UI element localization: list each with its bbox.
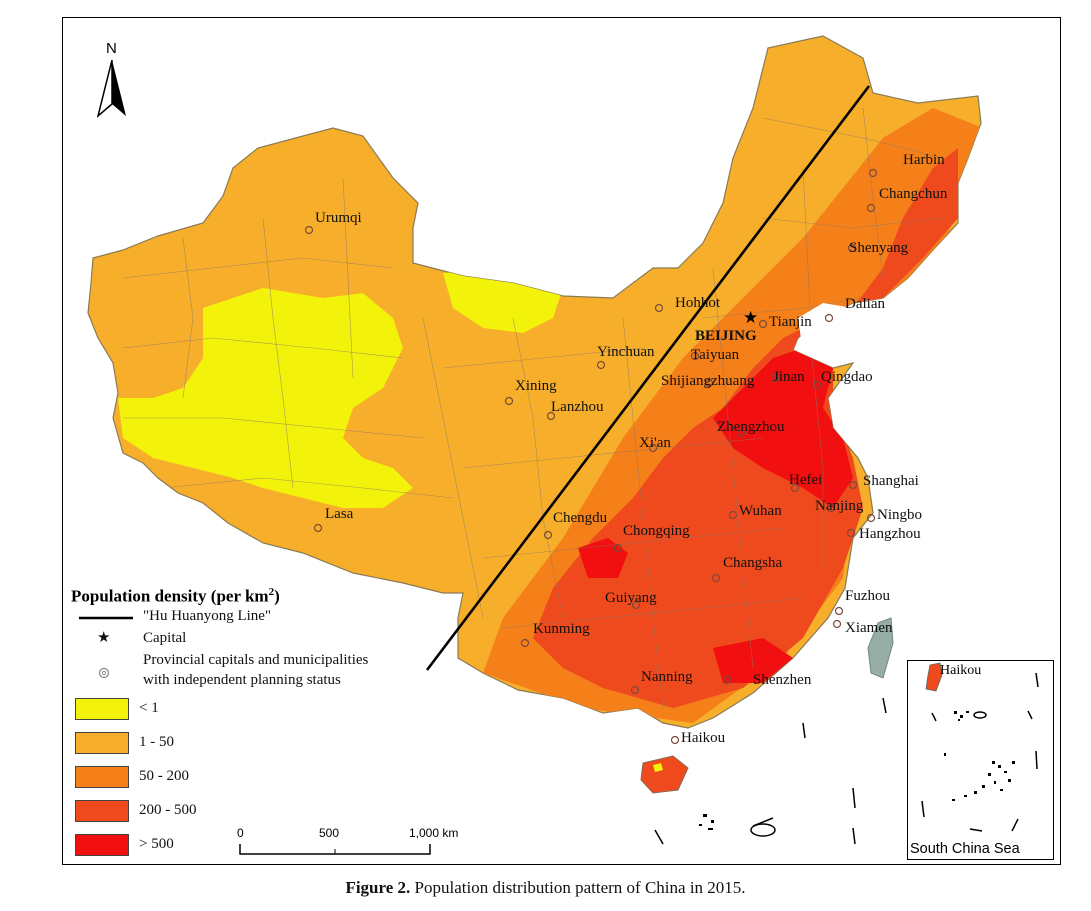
city-label-beijing: BEIJING: [695, 328, 757, 344]
scale-bar: 0 500 1,000 km: [233, 826, 473, 856]
north-letter: N: [106, 40, 117, 57]
city-label-shijiangzhuang: Shijiangzhuang: [661, 373, 755, 389]
legend-label-gt500: > 500: [139, 836, 174, 852]
city-label-lasa: Lasa: [325, 506, 354, 522]
star-icon: ★: [97, 628, 111, 646]
city-label-qingdao: Qingdao: [821, 369, 873, 385]
inset-city-haikou: Haikou: [940, 663, 982, 678]
ring-marker-icon: [98, 667, 110, 679]
figure-caption: Figure 2. Population distribution patter…: [345, 878, 746, 897]
city-label-lanzhou: Lanzhou: [551, 399, 604, 415]
map-legend: Population density (per km2) "Hu Huanyon…: [69, 586, 399, 856]
city-label-xiamen: Xiamen: [845, 620, 893, 636]
city-label-nanning: Nanning: [641, 669, 693, 685]
city-label-xining: Xining: [515, 378, 557, 394]
city-label-jinan: Jinan: [773, 369, 805, 385]
city-label-guiyang: Guiyang: [605, 590, 657, 606]
legend-swatch-200-500: [75, 800, 129, 822]
city-label-chongqing: Chongqing: [623, 523, 690, 539]
legend-label-200-500: 200 - 500: [139, 802, 197, 818]
legend-swatch-lt1: [75, 698, 129, 720]
legend-swatch-1-50: [75, 732, 129, 754]
density-zone-gt500-south: [713, 638, 793, 683]
capital-star: ★: [743, 308, 758, 328]
north-arrow: N: [97, 40, 127, 122]
city-label-haikou: Haikou: [681, 730, 726, 746]
city-label-fuzhou: Fuzhou: [845, 588, 890, 604]
legend-label-50-200: 50 - 200: [139, 768, 189, 784]
city-label-hefei: Hefei: [789, 472, 823, 488]
city-label-dalian: Dalian: [845, 296, 885, 312]
legend-swatch-50-200: [75, 766, 129, 788]
density-zone-gt500-chengdu: [578, 538, 628, 578]
city-label-kunming: Kunming: [533, 621, 590, 637]
scale-tick-0: 0: [237, 826, 244, 840]
scale-tick-500: 500: [319, 826, 340, 840]
city-markers: [304, 168, 878, 745]
scale-bar-line: [239, 844, 431, 855]
city-label-shanghai: Shanghai: [863, 473, 919, 489]
taiwan: [867, 617, 894, 679]
city-label-harbin: Harbin: [903, 152, 945, 168]
city-label-xian: Xi'an: [639, 435, 671, 451]
city-label-ningbo: Ningbo: [877, 507, 922, 523]
legend-label-lt1: < 1: [139, 700, 159, 716]
city-label-yinchuan: Yinchuan: [597, 344, 655, 360]
city-label-urumqi: Urumqi: [315, 210, 362, 226]
inset-map: [921, 662, 1039, 832]
city-label-shenzhen: Shenzhen: [753, 672, 812, 688]
city-label-shenyang: Shenyang: [849, 240, 909, 256]
legend-title: Population density (per km2): [71, 586, 280, 606]
legend-label-1-50: 1 - 50: [139, 734, 174, 750]
coastal-islands: [699, 814, 714, 830]
admin-boundaries: [122, 107, 944, 709]
city-label-hangzhou: Hangzhou: [859, 526, 921, 542]
city-label-zhengzhou: Zhengzhou: [717, 419, 785, 435]
density-zone-lt1: [118, 288, 413, 508]
line-symbol-icon: [79, 616, 133, 620]
city-label-hohhot: Hohhot: [675, 295, 720, 311]
bohai-sea: [798, 303, 853, 358]
scale-tick-1000: 1,000 km: [409, 826, 459, 840]
nine-dash-line-main: [654, 697, 887, 845]
legend-swatch-gt500: [75, 834, 129, 856]
city-label-changsha: Changsha: [723, 555, 783, 571]
city-label-nanjing: Nanjing: [815, 498, 864, 514]
city-label-changchun: Changchun: [879, 186, 948, 202]
city-label-chengdu: Chengdu: [553, 510, 608, 526]
hu-huanyong-line: [425, 85, 871, 671]
north-arrow-icon: [97, 60, 126, 118]
city-label-taiyuan: Taiyuan: [691, 347, 740, 363]
map-frame: ★ N Harbin Changchun Shenyang Dalian Uru…: [62, 17, 1061, 865]
china-map: ★: [87, 35, 982, 845]
hainan: [640, 755, 689, 794]
city-label-tianjin: Tianjin: [769, 314, 812, 330]
inset-label: South China Sea: [910, 841, 1020, 857]
south-china-sea-inset: Haikou South China Sea: [907, 660, 1054, 860]
city-label-wuhan: Wuhan: [739, 503, 782, 519]
